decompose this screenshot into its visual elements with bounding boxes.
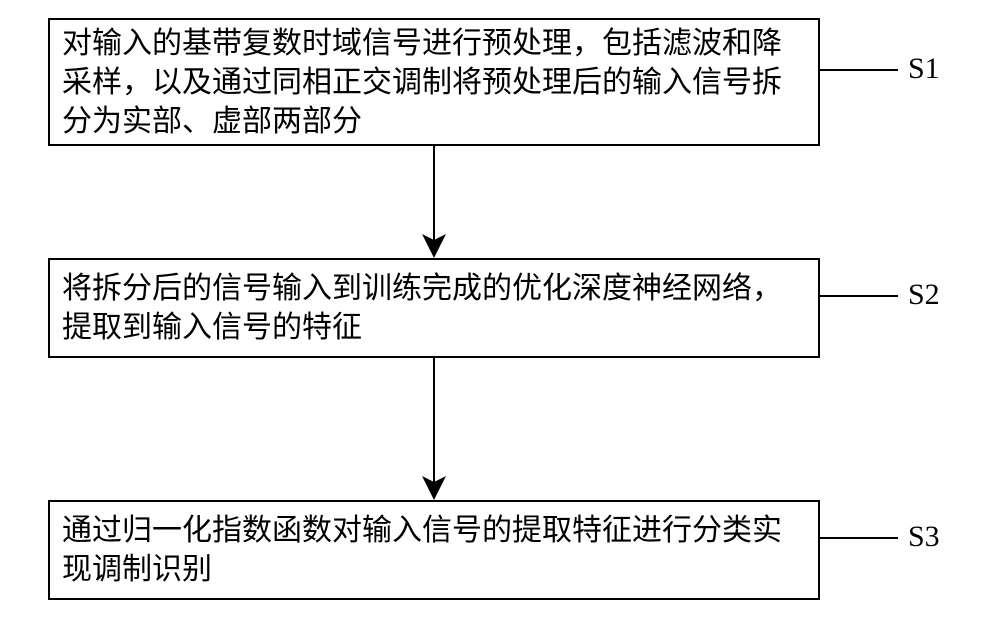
flowchart-canvas: 对输入的基带复数时域信号进行预处理，包括滤波和降采样，以及通过同相正交调制将预处… [0, 0, 1000, 632]
step-label-s2: S2 [908, 278, 940, 312]
flow-node-s1: 对输入的基带复数时域信号进行预处理，包括滤波和降采样，以及通过同相正交调制将预处… [48, 18, 820, 146]
step-label-s3: S3 [908, 520, 940, 554]
flow-node-s1-text: 对输入的基带复数时域信号进行预处理，包括滤波和降采样，以及通过同相正交调制将预处… [50, 24, 818, 141]
flow-node-s2: 将拆分后的信号输入到训练完成的优化深度神经网络，提取到输入信号的特征 [48, 258, 820, 358]
label-leader-s3 [820, 518, 910, 558]
label-leader-s2 [820, 276, 910, 316]
flow-node-s2-text: 将拆分后的信号输入到训练完成的优化深度神经网络，提取到输入信号的特征 [50, 269, 818, 347]
flow-node-s3: 通过归一化指数函数对输入信号的提取特征进行分类实现调制识别 [48, 500, 820, 600]
arrow-s1-s2 [414, 146, 454, 258]
step-label-s1: S1 [908, 52, 940, 86]
flow-node-s3-text: 通过归一化指数函数对输入信号的提取特征进行分类实现调制识别 [50, 511, 818, 589]
label-leader-s1 [820, 50, 910, 90]
arrow-s2-s3 [414, 358, 454, 500]
